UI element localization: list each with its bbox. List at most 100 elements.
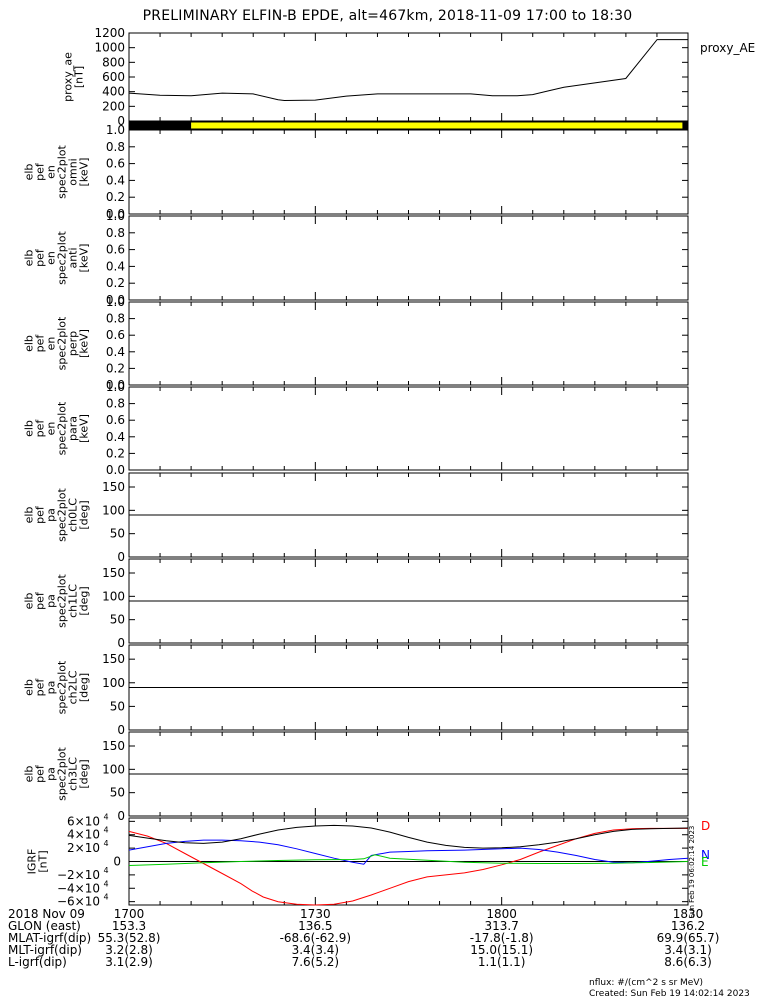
- ytick-exp-5: 4: [103, 879, 108, 888]
- legend-proxy-ae: proxy_AE: [700, 41, 755, 55]
- ytick-label-1: 0.2: [106, 276, 125, 290]
- ytick-label-3: 600: [102, 70, 125, 84]
- legend-E: E: [701, 855, 709, 869]
- ytick-label-0: 0.0: [106, 463, 125, 477]
- ytick-label-2: 100: [102, 503, 125, 517]
- series-proxy-ae: [129, 40, 688, 101]
- panel-en_perp: 0.0 0.2 0.4 0.6 0.8 1.0: [106, 295, 688, 392]
- ytick-exp-2: 4: [103, 839, 108, 848]
- ytick-label-1: 50: [110, 613, 125, 627]
- panel-frame: [129, 216, 688, 300]
- ytick-label-2: 100: [102, 589, 125, 603]
- ytick-label-4: −2×10: [57, 868, 100, 882]
- panel-en_anti: 0.00.20.40.60.81.0: [106, 209, 688, 307]
- bar-segment-2: [682, 122, 688, 129]
- ytick-label-2: 2×10: [67, 841, 100, 855]
- ytick-label-3: 0.6: [106, 157, 125, 171]
- xaxis-row-4-val-3: 8.6(6.3): [664, 955, 712, 969]
- footer-nflux: nflux: #/(cm^2 s sr MeV): [589, 978, 703, 988]
- series-total: [129, 825, 688, 848]
- panel-pa_ch3LC: 0 50 100 150: [102, 732, 688, 823]
- ytick-label-1: 0.2: [106, 446, 125, 460]
- ytick-label-0: 0: [117, 809, 125, 823]
- ytick-label-4: 0.8: [106, 226, 125, 240]
- ytick-label-3: 150: [102, 652, 125, 666]
- panel-frame: [129, 302, 688, 385]
- ytick-label-3: 0.6: [106, 243, 125, 257]
- ytick-label-5: 1.0: [106, 380, 125, 394]
- ytick-label-2: 100: [102, 676, 125, 690]
- ytick-label-1: 50: [110, 786, 125, 800]
- ytick-label-1: 0.2: [106, 361, 125, 375]
- ytick-label-4: 0.8: [106, 397, 125, 411]
- ylabel-pa_ch3LC-line-5: [deg]: [78, 759, 91, 788]
- ytick-label-2: 0.4: [106, 173, 125, 187]
- legend-D: D: [701, 819, 710, 833]
- ylabel-pa_ch2LC-line-5: [deg]: [78, 673, 91, 702]
- ytick-label-3: 150: [102, 480, 125, 494]
- ytick-label-0: 0: [117, 550, 125, 564]
- ylabel-en_omni-line-5: [keV]: [78, 158, 91, 187]
- ytick-label-4: 800: [102, 55, 125, 69]
- ytick-label-1: 0.2: [106, 190, 125, 204]
- series-E: [129, 855, 688, 866]
- panel-pa_ch1LC: 0 50 100 150: [102, 559, 688, 650]
- ylabel-en_para-line-5: [keV]: [78, 414, 91, 443]
- ytick-label-3: 0.6: [106, 328, 125, 342]
- ylabel-pa_ch1LC-line-5: [deg]: [78, 586, 91, 615]
- panel-frame: [129, 33, 688, 121]
- xaxis-row-label-4: L-igrf(dip): [8, 955, 67, 969]
- footer-created: Created: Sun Feb 19 14:02:14 2023: [589, 989, 750, 999]
- ytick-label-1: 4×10: [67, 828, 100, 842]
- panel-science_zone_bar: [129, 122, 688, 129]
- bar-segment-1: [191, 122, 682, 129]
- panel-pa_ch0LC: 0 50 100 150: [102, 473, 688, 564]
- xaxis-row-4-val-1: 7.6(5.2): [292, 955, 340, 969]
- panel-bgrf: 6×10 44×10 42×10 40−2×10 4−4×10 4−6×10 4DNESun…: [57, 812, 710, 918]
- ytick-exp-6: 4: [103, 893, 108, 902]
- series-N: [129, 840, 688, 864]
- ylabel-en_perp-line-5: [keV]: [78, 329, 91, 358]
- panel-frame: [129, 387, 688, 470]
- ytick-exp-1: 4: [103, 826, 108, 835]
- bar-segment-0: [129, 122, 191, 129]
- ytick-label-3: 0: [113, 855, 121, 869]
- panel-en_omni: 0.0 0.2 0.4 0.6 0.8 1.0: [106, 123, 688, 221]
- ytick-label-1: 200: [102, 99, 125, 113]
- ytick-label-5: 1.0: [106, 295, 125, 309]
- ytick-label-3: 150: [102, 739, 125, 753]
- ytick-label-2: 0.4: [106, 259, 125, 273]
- xaxis-row-4-val-2: 1.1(1.1): [478, 955, 526, 969]
- ytick-exp-4: 4: [103, 866, 108, 875]
- ytick-label-2: 100: [102, 762, 125, 776]
- ylabel-bgrf-line-1: [nT]: [37, 850, 50, 872]
- ytick-label-2: 400: [102, 85, 125, 99]
- ytick-label-0: 0: [117, 723, 125, 737]
- ytick-label-6: 1200: [94, 26, 125, 40]
- ytick-label-2: 0.4: [106, 430, 125, 444]
- ytick-exp-0: 4: [103, 812, 108, 821]
- panel-pa_ch2LC: 0 50 100 150: [102, 645, 688, 737]
- panel-frame: [129, 130, 688, 214]
- ytick-label-0: 6×10: [67, 814, 100, 828]
- ytick-label-2: 0.4: [106, 345, 125, 359]
- xaxis-row-4-val-0: 3.1(2.9): [105, 955, 153, 969]
- ylabel-pa_ch0LC-line-5: [deg]: [78, 500, 91, 529]
- ytick-label-1: 50: [110, 699, 125, 713]
- ytick-label-0: 0: [117, 636, 125, 650]
- ylabel-en_anti-line-5: [keV]: [78, 244, 91, 273]
- ytick-label-4: 0.8: [106, 140, 125, 154]
- ytick-label-4: 0.8: [106, 312, 125, 326]
- ytick-label-5: 1.0: [106, 123, 125, 137]
- ytick-label-5: 1000: [94, 41, 125, 55]
- side-timestamp: Sun Feb 19 06:02:14 2023: [688, 826, 696, 919]
- ytick-label-3: 0.6: [106, 413, 125, 427]
- panel-proxy_ae: 020040060080010001200proxy_AE: [94, 26, 755, 128]
- ytick-label-5: 1.0: [106, 209, 125, 223]
- ylabel-proxy_ae-line-1: [nT]: [73, 66, 86, 88]
- ytick-label-5: −4×10: [57, 881, 100, 895]
- panel-en_para: 0.0 0.2 0.4 0.6 0.8 1.0: [106, 380, 688, 477]
- ytick-label-3: 150: [102, 566, 125, 580]
- ytick-label-1: 50: [110, 527, 125, 541]
